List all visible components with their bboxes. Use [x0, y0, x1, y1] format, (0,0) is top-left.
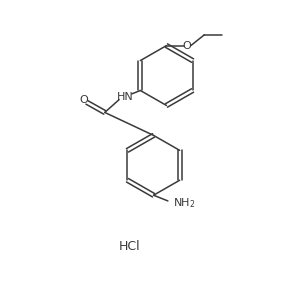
Text: O: O [183, 40, 191, 51]
Text: O: O [80, 95, 88, 105]
Text: NH$_2$: NH$_2$ [173, 196, 196, 210]
Text: HN: HN [117, 92, 134, 102]
Text: HCl: HCl [118, 240, 140, 253]
